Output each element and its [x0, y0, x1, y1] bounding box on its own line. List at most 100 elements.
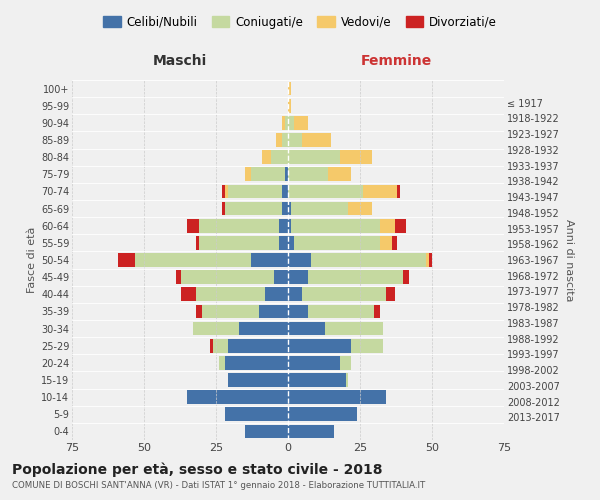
Bar: [288, 339, 352, 352]
Bar: [325, 322, 383, 336]
Bar: [196, 304, 202, 318]
Bar: [222, 202, 224, 215]
Text: COMUNE DI BOSCHI SANT'ANNA (VR) - Dati ISTAT 1° gennaio 2018 - Elaborazione TUTT: COMUNE DI BOSCHI SANT'ANNA (VR) - Dati I…: [12, 481, 425, 490]
Bar: [288, 82, 291, 96]
Bar: [227, 373, 288, 387]
Bar: [288, 236, 294, 250]
Bar: [288, 219, 291, 232]
Text: Popolazione per età, sesso e stato civile - 2018: Popolazione per età, sesso e stato civil…: [12, 462, 383, 477]
Bar: [224, 356, 288, 370]
Bar: [187, 390, 288, 404]
Bar: [245, 168, 251, 181]
Bar: [227, 339, 288, 352]
Bar: [288, 424, 334, 438]
Bar: [288, 150, 340, 164]
Y-axis label: Anni di nascita: Anni di nascita: [564, 219, 574, 301]
Bar: [288, 288, 302, 301]
Bar: [176, 270, 181, 284]
Bar: [219, 356, 224, 370]
Bar: [259, 304, 288, 318]
Bar: [187, 219, 199, 232]
Bar: [395, 219, 406, 232]
Bar: [282, 116, 285, 130]
Bar: [262, 150, 271, 164]
Bar: [294, 236, 380, 250]
Bar: [374, 304, 380, 318]
Bar: [302, 133, 331, 147]
Bar: [288, 390, 386, 404]
Bar: [288, 184, 363, 198]
Bar: [222, 184, 224, 198]
Bar: [288, 322, 325, 336]
Bar: [340, 356, 352, 370]
Bar: [392, 236, 397, 250]
Bar: [288, 99, 291, 112]
Bar: [302, 288, 386, 301]
Bar: [210, 339, 213, 352]
Bar: [386, 288, 395, 301]
Bar: [380, 219, 395, 232]
Bar: [285, 116, 288, 130]
Bar: [213, 339, 227, 352]
Bar: [288, 168, 328, 181]
Bar: [288, 253, 311, 267]
Y-axis label: Fasce di età: Fasce di età: [26, 227, 37, 293]
Bar: [277, 133, 282, 147]
Bar: [328, 168, 352, 181]
Bar: [118, 253, 136, 267]
Bar: [196, 288, 265, 301]
Bar: [282, 133, 288, 147]
Bar: [352, 339, 383, 352]
Bar: [265, 288, 288, 301]
Bar: [181, 288, 196, 301]
Bar: [288, 408, 357, 421]
Bar: [349, 202, 371, 215]
Bar: [224, 408, 288, 421]
Bar: [271, 150, 288, 164]
Bar: [193, 322, 239, 336]
Bar: [291, 219, 380, 232]
Bar: [274, 270, 288, 284]
Bar: [288, 304, 308, 318]
Bar: [245, 424, 288, 438]
Bar: [199, 236, 280, 250]
Bar: [224, 202, 282, 215]
Bar: [280, 219, 288, 232]
Bar: [202, 304, 259, 318]
Bar: [239, 322, 288, 336]
Bar: [227, 184, 282, 198]
Bar: [181, 270, 274, 284]
Bar: [282, 184, 288, 198]
Bar: [288, 133, 302, 147]
Bar: [288, 373, 346, 387]
Bar: [363, 184, 397, 198]
Text: Maschi: Maschi: [153, 54, 207, 68]
Bar: [288, 202, 291, 215]
Bar: [308, 270, 403, 284]
Text: Femmine: Femmine: [361, 54, 431, 68]
Bar: [288, 270, 308, 284]
Bar: [294, 116, 308, 130]
Bar: [308, 304, 374, 318]
Bar: [288, 356, 340, 370]
Bar: [403, 270, 409, 284]
Bar: [196, 236, 199, 250]
Bar: [282, 202, 288, 215]
Bar: [288, 116, 294, 130]
Bar: [426, 253, 429, 267]
Bar: [280, 236, 288, 250]
Bar: [136, 253, 251, 267]
Bar: [397, 184, 400, 198]
Bar: [340, 150, 371, 164]
Bar: [251, 253, 288, 267]
Bar: [311, 253, 426, 267]
Bar: [224, 184, 227, 198]
Bar: [285, 168, 288, 181]
Bar: [380, 236, 392, 250]
Bar: [346, 373, 349, 387]
Legend: Celibi/Nubili, Coniugati/e, Vedovi/e, Divorziati/e: Celibi/Nubili, Coniugati/e, Vedovi/e, Di…: [98, 11, 502, 34]
Bar: [199, 219, 280, 232]
Bar: [429, 253, 432, 267]
Bar: [251, 168, 285, 181]
Bar: [291, 202, 349, 215]
